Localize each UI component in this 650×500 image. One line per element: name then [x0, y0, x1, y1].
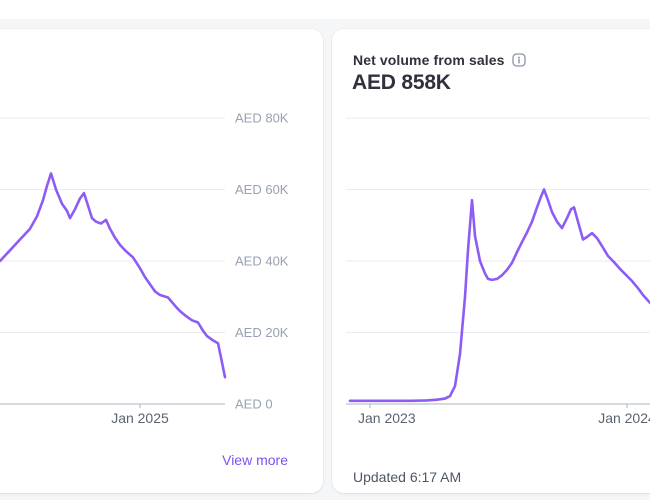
card-value: AED 858K	[352, 71, 451, 94]
y-axis-label: AED 60K	[235, 182, 289, 197]
info-icon[interactable]	[511, 53, 526, 67]
y-axis-label: AED 20K	[235, 325, 289, 340]
y-axis-label: AED 0	[235, 397, 273, 412]
card-title: Net volume from sales	[353, 52, 505, 68]
chart-card-left: AED 80K AED 60K AED 40K AED 20K AED 0 Jan 202…	[0, 29, 323, 493]
x-axis-label: Jan 2023	[358, 410, 416, 426]
series-line	[0, 172, 227, 379]
line-chart-left: AED 80K AED 60K AED 40K AED 20K AED 0 Jan 202…	[0, 111, 289, 426]
chart-card-right: Net volume from sales AED 858K Jan 2023 J…	[332, 29, 650, 493]
top-strip	[0, 0, 650, 19]
y-axis-label: AED 80K	[235, 111, 289, 126]
view-more-link[interactable]: View more	[222, 452, 288, 468]
info-icon-glyph	[511, 53, 526, 67]
card-header: Net volume from sales	[353, 52, 526, 68]
y-axis-label: AED 40K	[235, 254, 289, 269]
line-chart-right: Jan 2023 Jan 2024	[346, 117, 650, 426]
series-line	[348, 188, 650, 403]
x-axis-label: Jan 2025	[111, 410, 169, 426]
updated-timestamp: Updated 6:17 AM	[353, 469, 462, 485]
x-axis-label: Jan 2024	[598, 410, 650, 426]
